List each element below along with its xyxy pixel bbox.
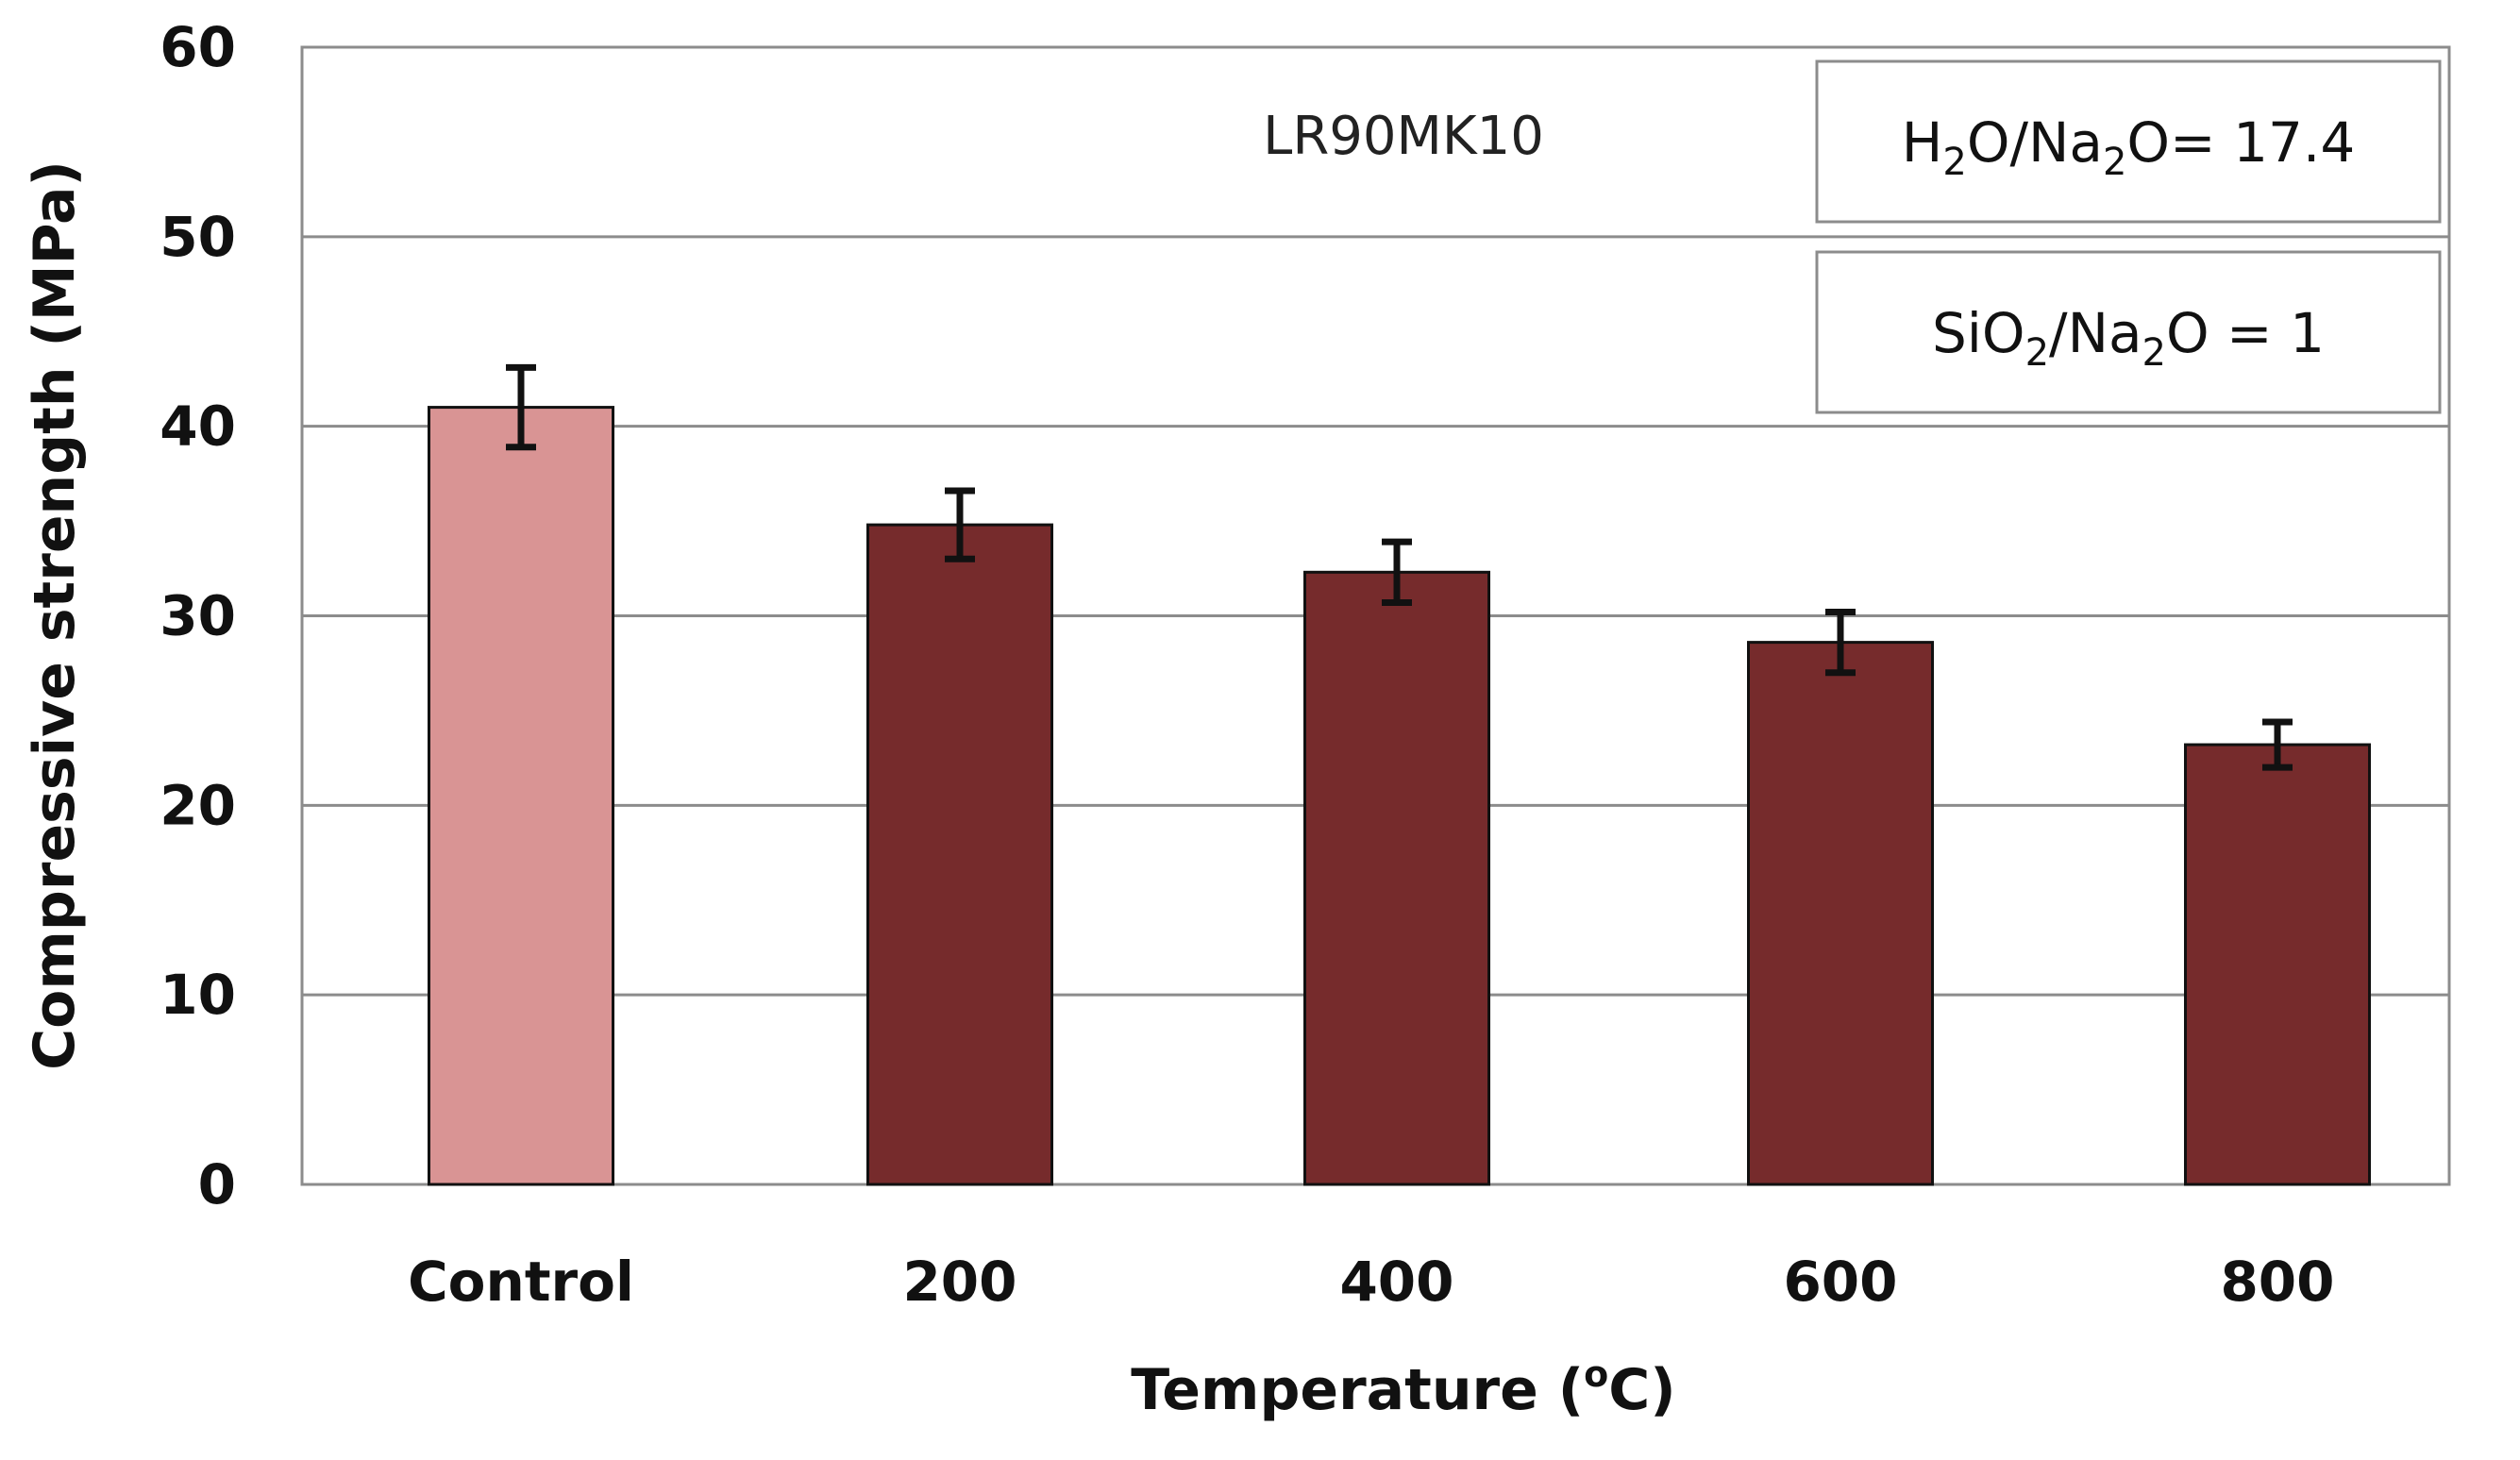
bar-400 <box>1303 570 1490 1186</box>
bar-800 <box>2184 743 2371 1186</box>
y-tick-label-50: 50 <box>160 205 236 269</box>
x-tick-label-600: 600 <box>1783 1250 1897 1314</box>
annotation-box-1 <box>1815 250 2442 414</box>
x-axis-title: Temperature (oC) <box>1131 1353 1675 1423</box>
bar-200 <box>866 523 1053 1186</box>
y-tick-label-10: 10 <box>160 963 236 1027</box>
x-axis-title-prefix: Temperature ( <box>1131 1357 1584 1423</box>
error-bar-control <box>506 363 536 451</box>
y-axis-ticks: 0 10 20 30 40 50 60 <box>160 15 236 1217</box>
x-tick-label-400: 400 <box>1339 1250 1453 1314</box>
error-bar-600 <box>1825 608 1856 677</box>
x-tick-label-control: Control <box>408 1250 634 1314</box>
y-tick-label-20: 20 <box>160 773 236 837</box>
x-axis-title-suffix: C) <box>1608 1357 1675 1423</box>
annotation-box-0 <box>1815 59 2442 224</box>
error-bar-400 <box>1382 538 1412 606</box>
bar-control <box>428 406 614 1186</box>
error-bar-200 <box>945 487 975 562</box>
annotation-box-h2o-na2o: H2O/Na2O= 17.4 <box>1815 59 2442 224</box>
x-tick-label-800: 800 <box>2220 1250 2334 1314</box>
x-tick-label-200: 200 <box>902 1250 1016 1314</box>
annotation-sio2-na2o-ratio: SiO2/Na2O = 1 <box>1932 301 2325 375</box>
y-tick-label-40: 40 <box>160 394 236 459</box>
x-axis-title-degree: o <box>1584 1353 1608 1395</box>
bar-600 <box>1747 641 1934 1186</box>
y-tick-label-0: 0 <box>198 1152 236 1217</box>
error-bars <box>506 363 2293 771</box>
y-tick-label-30: 30 <box>160 584 236 648</box>
annotation-box-sio2-na2o: SiO2/Na2O = 1 <box>1815 250 2442 414</box>
chart-title: LR90MK10 <box>1263 106 1544 167</box>
x-axis-ticks: Control 200 400 600 800 <box>408 1250 2334 1314</box>
error-bar-800 <box>2262 718 2293 771</box>
y-axis-title: Compressive strength (MPa) <box>22 160 88 1070</box>
annotation-h2o-na2o-ratio: H2O/Na2O= 17.4 <box>1902 110 2355 184</box>
bar-series <box>428 406 2371 1186</box>
y-tick-label-60: 60 <box>160 15 236 79</box>
